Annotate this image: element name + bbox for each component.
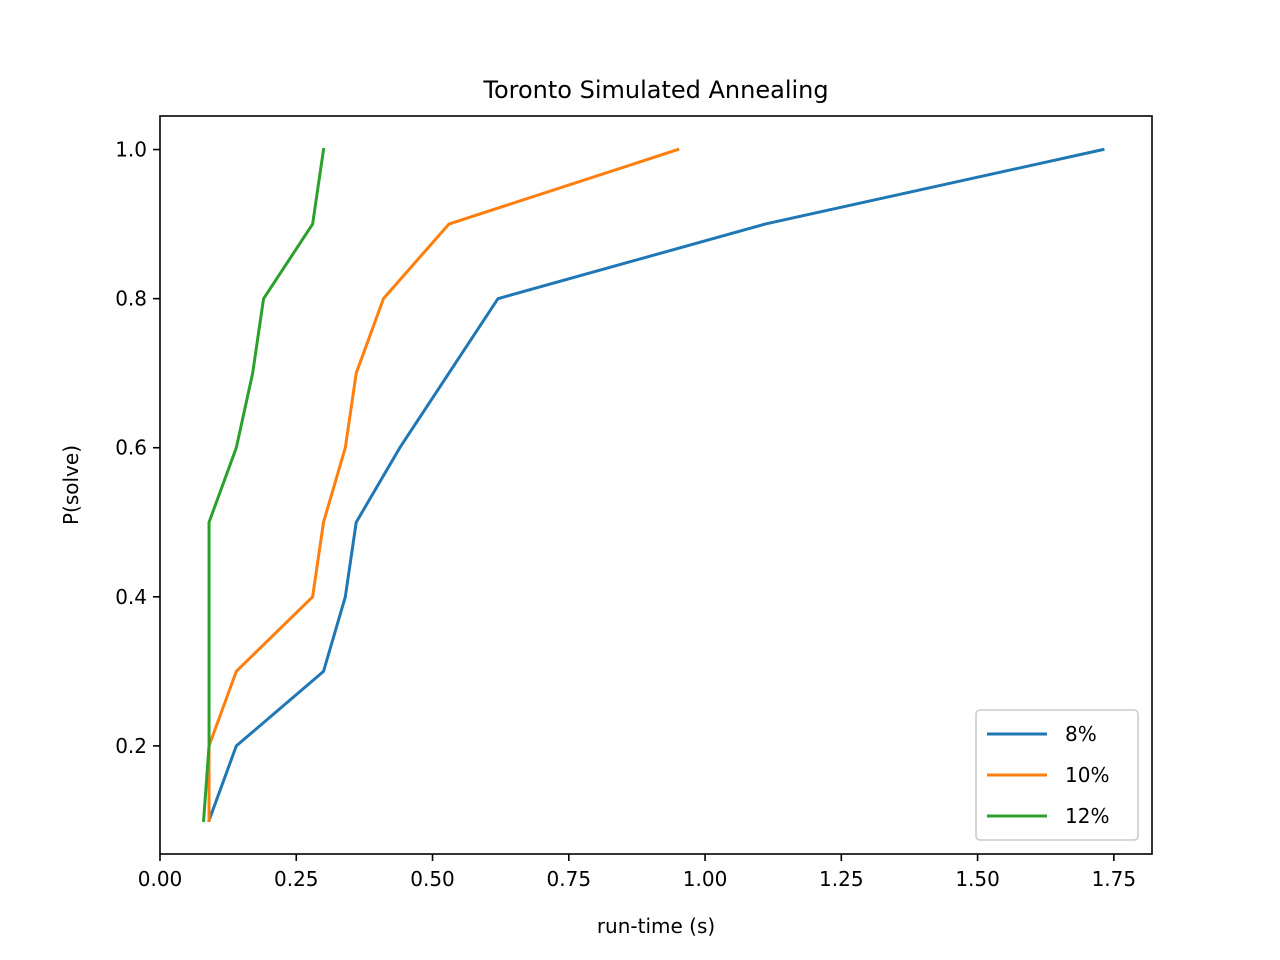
- series-line-0: [207, 147, 1105, 823]
- x-axis-label: run-time (s): [597, 914, 715, 938]
- y-tick-label: 0.4: [115, 585, 147, 609]
- x-tick-label: 1.75: [1092, 867, 1137, 891]
- y-axis-label: P(solve): [59, 445, 83, 525]
- y-axis: 0.2 0.4 0.6 0.8 1.0: [115, 138, 160, 758]
- legend-label-2: 12%: [1065, 804, 1109, 828]
- x-tick-label: 1.25: [819, 867, 864, 891]
- y-tick-label: 0.6: [115, 436, 147, 460]
- series-line-1: [207, 147, 680, 822]
- x-tick-label: 0.75: [547, 867, 592, 891]
- y-tick-label: 0.8: [115, 287, 147, 311]
- y-tick-label: 1.0: [115, 138, 147, 162]
- x-tick-label: 1.00: [683, 867, 728, 891]
- x-tick-label: 0.25: [274, 867, 319, 891]
- series-line-2: [201, 147, 326, 823]
- plot-area-frame: [159, 115, 1153, 855]
- chart-title: Toronto Simulated Annealing: [482, 76, 828, 104]
- x-tick-label: 1.50: [955, 867, 1000, 891]
- x-axis: 0.00 0.25 0.50 0.75 1.00 1.25 1.50 1.75: [138, 854, 1136, 891]
- x-tick-label: 0.50: [410, 867, 455, 891]
- legend-box: [975, 709, 1139, 841]
- legend-label-1: 10%: [1065, 763, 1109, 787]
- legend: 8% 10% 12%: [975, 709, 1139, 841]
- series-lines: [201, 147, 1105, 823]
- y-tick-label: 0.2: [115, 734, 147, 758]
- legend-label-0: 8%: [1065, 722, 1097, 746]
- x-tick-label: 0.00: [138, 867, 183, 891]
